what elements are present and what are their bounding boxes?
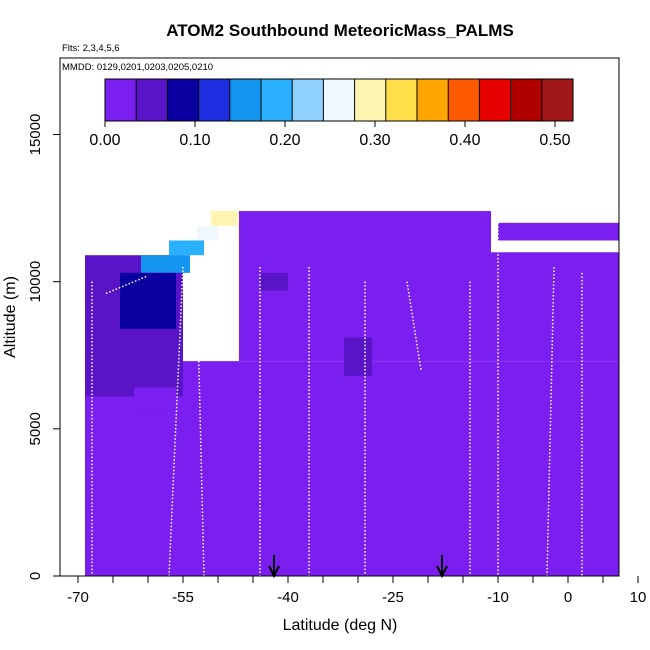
flight-profile-4 bbox=[196, 287, 205, 576]
colorbar-tick-label-2: 0.20 bbox=[269, 132, 300, 149]
colorbar-tick-label-1: 0.10 bbox=[179, 132, 210, 149]
heat-cell-3 bbox=[169, 240, 204, 256]
y-axis-title: Altitude (m) bbox=[2, 276, 19, 358]
heat-cell-9 bbox=[344, 337, 372, 376]
colorbar-swatch-10 bbox=[417, 79, 449, 121]
x-tick-label-3: -25 bbox=[382, 589, 404, 606]
colorbar-swatch-12 bbox=[479, 79, 512, 121]
colorbar-swatch-0 bbox=[105, 79, 137, 121]
colorbar-swatch-2 bbox=[167, 79, 200, 121]
x-tick-label-1: -55 bbox=[172, 589, 194, 606]
colorbar-swatch-13 bbox=[510, 79, 543, 121]
heat-cell-12 bbox=[645, 223, 650, 241]
x-tick-label-6: 10 bbox=[630, 589, 647, 606]
flight-arrows bbox=[268, 555, 448, 579]
arrow-0 bbox=[268, 555, 280, 579]
x-tick-label-2: -40 bbox=[277, 589, 299, 606]
colorbar-swatch-7 bbox=[323, 79, 356, 121]
colorbar-swatch-11 bbox=[448, 79, 480, 121]
colorbar-swatch-4 bbox=[229, 79, 262, 121]
heat-cell-27 bbox=[134, 387, 176, 412]
y-tick-label-3: 15000 bbox=[27, 114, 44, 156]
colorbar-frame bbox=[104, 78, 574, 122]
x-tick-label-0: -70 bbox=[67, 589, 89, 606]
colorbar-labels: 0.00 0.10 0.20 0.30 0.40 0.50 bbox=[89, 121, 571, 149]
colorbar-swatch-6 bbox=[292, 79, 324, 121]
flight-profile-2 bbox=[168, 266, 184, 576]
colorbar-swatch-14 bbox=[541, 79, 574, 121]
colorbar-swatch-3 bbox=[198, 79, 231, 121]
colorbar bbox=[104, 78, 574, 122]
flight-profile-13 bbox=[631, 270, 638, 576]
flights-label: Flts: 2,3,4,5,6 bbox=[62, 43, 120, 54]
plot-frame bbox=[59, 57, 620, 577]
heat-cell-6 bbox=[120, 272, 176, 329]
colorbar-swatch-8 bbox=[354, 79, 387, 121]
x-axis: -70-55-40-25-1001020304050607080 bbox=[67, 576, 647, 606]
x-tick-label-4: -10 bbox=[487, 589, 509, 606]
colorbar-swatch-5 bbox=[261, 79, 293, 121]
y-axis: 0 5000 10000 15000 bbox=[27, 114, 60, 580]
heat-cell-5 bbox=[211, 211, 239, 226]
colorbar-tick-label-0: 0.00 bbox=[89, 132, 120, 149]
y-tick-label-0: 0 bbox=[27, 572, 44, 580]
heatmap bbox=[85, 211, 650, 576]
heat-cell-8 bbox=[260, 272, 288, 291]
heat-cell-2 bbox=[141, 255, 190, 273]
arrow-1 bbox=[436, 555, 448, 579]
colorbar-tick-label-5: 0.50 bbox=[539, 132, 570, 149]
colorbar-swatch-9 bbox=[385, 79, 418, 121]
x-axis-title: Latitude (deg N) bbox=[283, 617, 398, 634]
flight-profiles bbox=[91, 219, 638, 576]
chart-title: ATOM2 Southbound MeteoricMass_PALMS bbox=[166, 21, 514, 40]
heat-cell-10 bbox=[491, 252, 619, 362]
flight-profile-11 bbox=[546, 266, 555, 576]
colorbar-tick-label-4: 0.40 bbox=[449, 132, 480, 149]
colorbar-swatch-1 bbox=[136, 79, 168, 121]
flight-profile-8 bbox=[406, 281, 422, 371]
flight-profile-1 bbox=[105, 275, 149, 295]
heat-cell-11 bbox=[498, 222, 619, 241]
dates-label: MMDD: 0129,0201,0203,0205,0210 bbox=[62, 62, 213, 73]
colorbar-tick-label-3: 0.30 bbox=[359, 132, 390, 149]
y-tick-label-2: 10000 bbox=[27, 261, 44, 303]
flight-profile-3 bbox=[203, 219, 240, 280]
y-tick-label-1: 5000 bbox=[27, 412, 44, 445]
heat-cell-4 bbox=[197, 225, 218, 241]
x-tick-label-5: 0 bbox=[564, 589, 572, 606]
